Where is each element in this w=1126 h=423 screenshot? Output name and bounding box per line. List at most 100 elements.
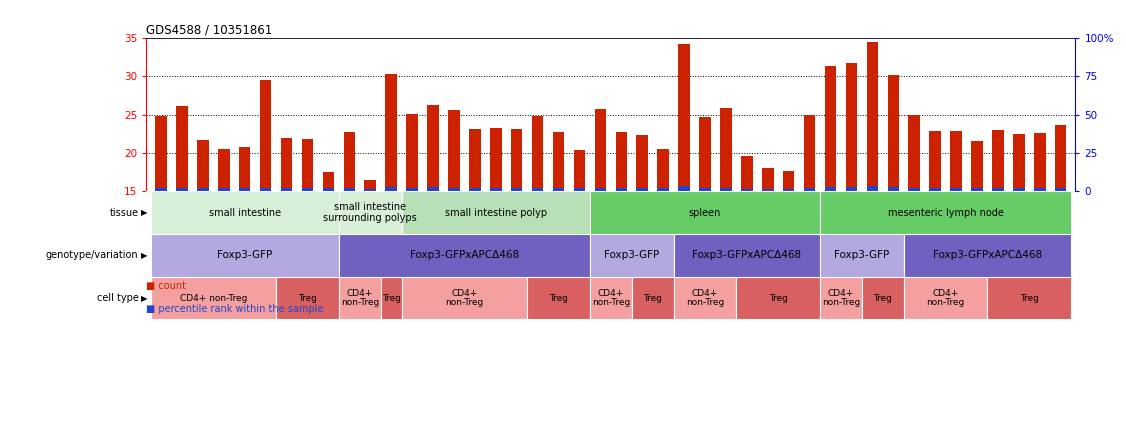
Bar — [574, 150, 586, 191]
Bar — [992, 130, 1003, 191]
Bar — [260, 80, 271, 191]
Bar — [155, 116, 167, 191]
Bar — [470, 188, 481, 191]
Text: Foxp3-GFPxAPCΔ468: Foxp3-GFPxAPCΔ468 — [692, 250, 802, 261]
Bar — [595, 188, 606, 191]
Text: tissue: tissue — [109, 208, 138, 218]
Bar — [151, 277, 276, 319]
Bar — [699, 188, 711, 191]
Bar — [658, 188, 669, 191]
Text: ▶: ▶ — [141, 294, 148, 302]
Bar — [553, 188, 564, 191]
Bar — [197, 140, 208, 191]
Bar — [861, 277, 904, 319]
Bar — [721, 188, 732, 191]
Bar — [323, 188, 334, 191]
Bar — [929, 188, 941, 191]
Text: Foxp3-GFPxAPCΔ468: Foxp3-GFPxAPCΔ468 — [410, 250, 519, 261]
Bar — [824, 187, 837, 191]
Bar — [762, 189, 774, 191]
Bar — [846, 63, 857, 191]
Bar — [804, 115, 815, 191]
Bar — [783, 170, 795, 191]
Bar — [950, 131, 962, 191]
Text: Treg: Treg — [298, 294, 316, 302]
Bar — [616, 188, 627, 191]
Bar — [616, 132, 627, 191]
Text: cell type: cell type — [97, 293, 138, 303]
Bar — [218, 149, 230, 191]
Bar — [339, 191, 402, 234]
Bar — [673, 234, 820, 277]
Bar — [929, 131, 941, 191]
Text: CD4+
non-Treg: CD4+ non-Treg — [822, 288, 860, 308]
Bar — [846, 187, 857, 191]
Bar — [590, 277, 632, 319]
Bar — [678, 186, 690, 191]
Bar — [867, 42, 878, 191]
Bar — [553, 132, 564, 191]
Text: mesenteric lymph node: mesenteric lymph node — [887, 208, 1003, 218]
Bar — [448, 188, 459, 191]
Text: Treg: Treg — [549, 294, 568, 302]
Text: GDS4588 / 10351861: GDS4588 / 10351861 — [146, 24, 272, 37]
Bar — [527, 277, 590, 319]
Text: Treg: Treg — [874, 294, 892, 302]
Bar — [636, 188, 647, 191]
Text: Foxp3-GFPxAPCΔ468: Foxp3-GFPxAPCΔ468 — [933, 250, 1042, 261]
Bar — [909, 188, 920, 191]
Bar — [511, 129, 522, 191]
Text: CD4+
non-Treg: CD4+ non-Treg — [927, 288, 965, 308]
Text: ▶: ▶ — [141, 251, 148, 260]
Bar — [339, 277, 381, 319]
Bar — [678, 44, 690, 191]
Bar — [741, 156, 752, 191]
Bar — [155, 187, 167, 191]
Bar — [887, 75, 899, 191]
Bar — [470, 129, 481, 191]
Text: small intestine: small intestine — [208, 208, 280, 218]
Text: ■ count: ■ count — [146, 280, 187, 291]
Bar — [736, 277, 820, 319]
Text: CD4+
non-Treg: CD4+ non-Treg — [686, 288, 724, 308]
Bar — [909, 115, 920, 191]
Bar — [365, 189, 376, 191]
Bar — [972, 141, 983, 191]
Bar — [590, 234, 673, 277]
Bar — [402, 277, 527, 319]
Text: small intestine
surrounding polyps: small intestine surrounding polyps — [323, 202, 417, 223]
Bar — [343, 132, 355, 191]
Bar — [595, 109, 606, 191]
Bar — [988, 277, 1071, 319]
Bar — [820, 191, 1071, 234]
Text: Treg: Treg — [769, 294, 788, 302]
Text: CD4+
non-Treg: CD4+ non-Treg — [445, 288, 483, 308]
Bar — [339, 234, 590, 277]
Bar — [699, 117, 711, 191]
Bar — [239, 147, 250, 191]
Bar — [427, 187, 439, 191]
Text: ▶: ▶ — [141, 208, 148, 217]
Bar — [385, 74, 397, 191]
Text: CD4+
non-Treg: CD4+ non-Treg — [592, 288, 629, 308]
Bar — [992, 188, 1003, 191]
Bar — [427, 105, 439, 191]
Text: CD4+
non-Treg: CD4+ non-Treg — [341, 288, 379, 308]
Bar — [260, 187, 271, 191]
Bar — [280, 138, 293, 191]
Bar — [762, 168, 774, 191]
Bar — [365, 180, 376, 191]
Bar — [887, 187, 899, 191]
Text: genotype/variation: genotype/variation — [46, 250, 138, 261]
Bar — [972, 188, 983, 191]
Bar — [406, 188, 418, 191]
Bar — [1013, 188, 1025, 191]
Bar — [406, 114, 418, 191]
Bar — [490, 188, 501, 191]
Bar — [636, 135, 647, 191]
Bar — [197, 188, 208, 191]
Bar — [176, 106, 188, 191]
Text: Foxp3-GFP: Foxp3-GFP — [605, 250, 660, 261]
Bar — [904, 277, 988, 319]
Text: Foxp3-GFP: Foxp3-GFP — [834, 250, 890, 261]
